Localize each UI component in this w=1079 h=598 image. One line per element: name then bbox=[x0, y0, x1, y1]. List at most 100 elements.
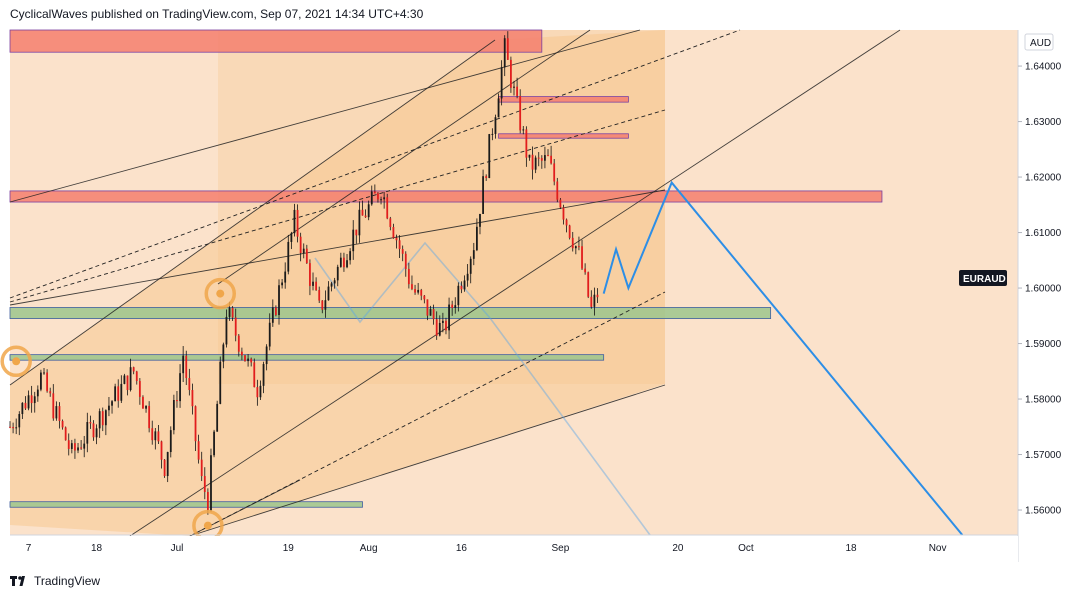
cycle-circle-marker bbox=[0, 345, 32, 378]
candle-body bbox=[67, 440, 70, 449]
x-tick-label: Aug bbox=[360, 543, 378, 554]
candle-body bbox=[157, 431, 160, 442]
cycle-circle-marker bbox=[204, 277, 237, 310]
candle-body bbox=[516, 86, 518, 97]
price-axis-bg[interactable] bbox=[1019, 30, 1079, 535]
candle-body bbox=[475, 226, 478, 251]
candle-body bbox=[568, 225, 571, 238]
candle-body bbox=[441, 320, 444, 323]
candle-body bbox=[534, 157, 537, 170]
candle-body bbox=[479, 213, 481, 227]
candle-body bbox=[364, 215, 367, 218]
candle-body bbox=[407, 268, 410, 285]
candle-body bbox=[339, 257, 342, 267]
candle-body bbox=[497, 98, 500, 118]
candle-body bbox=[281, 282, 283, 286]
candle-body bbox=[414, 289, 416, 293]
candle-body bbox=[460, 285, 463, 290]
candle-body bbox=[262, 364, 265, 386]
candle-body bbox=[550, 155, 553, 164]
candle-body bbox=[389, 218, 392, 228]
candle-body bbox=[333, 280, 336, 284]
candle-body bbox=[491, 133, 494, 135]
candle-body bbox=[544, 155, 546, 161]
candle-body bbox=[305, 248, 308, 264]
candle-body bbox=[222, 344, 225, 362]
candle-body bbox=[454, 305, 457, 308]
y-tick-label: 1.64000 bbox=[1025, 62, 1062, 73]
candle-body bbox=[596, 294, 599, 298]
candle-body bbox=[203, 476, 206, 493]
candle-body bbox=[18, 414, 21, 428]
candle-body bbox=[336, 266, 339, 281]
candle-body bbox=[129, 367, 132, 391]
dashed-trend-line bbox=[9, 29, 741, 299]
time-axis-bg[interactable] bbox=[10, 536, 1018, 562]
candle-body bbox=[392, 227, 395, 238]
candle-body bbox=[426, 299, 429, 316]
candle-body bbox=[562, 207, 565, 220]
dashed-trend-line bbox=[9, 109, 666, 303]
candle-body bbox=[346, 260, 348, 268]
candle-body bbox=[593, 294, 596, 307]
candle-body bbox=[231, 307, 234, 318]
candle-body bbox=[40, 372, 42, 390]
candle-body bbox=[176, 399, 178, 402]
candle-body bbox=[556, 181, 559, 200]
y-tick-label: 1.58000 bbox=[1025, 395, 1062, 406]
candle-body bbox=[482, 176, 484, 214]
candle-body bbox=[179, 373, 181, 402]
candle-body bbox=[451, 304, 454, 308]
candle-body bbox=[500, 67, 503, 99]
support-zone bbox=[9, 307, 772, 319]
candle-body bbox=[138, 381, 141, 397]
candle-body bbox=[411, 284, 413, 290]
candle-body bbox=[525, 129, 528, 158]
candle-body bbox=[429, 309, 432, 316]
trend-line bbox=[129, 29, 901, 537]
candle-body bbox=[247, 358, 249, 362]
candle-body bbox=[253, 362, 256, 388]
tradingview-logo-icon bbox=[10, 576, 25, 586]
candle-body bbox=[244, 355, 246, 362]
candle-body bbox=[287, 241, 290, 272]
candle-body bbox=[537, 157, 540, 159]
candle-body bbox=[510, 59, 512, 88]
candle-body bbox=[98, 411, 101, 429]
candle-body bbox=[120, 383, 123, 401]
x-tick-label: 19 bbox=[283, 543, 295, 554]
candle-body bbox=[469, 258, 472, 274]
candle-body bbox=[398, 240, 401, 250]
candle-body bbox=[256, 387, 259, 398]
candle-body bbox=[64, 427, 67, 441]
candle-body bbox=[30, 395, 33, 404]
candle-body bbox=[278, 285, 280, 316]
candle-body bbox=[200, 459, 203, 477]
candle-body bbox=[275, 307, 277, 316]
x-tick-label: Oct bbox=[738, 543, 754, 554]
candle-body bbox=[111, 401, 113, 406]
candle-body bbox=[302, 248, 305, 254]
footer-brand: TradingView bbox=[34, 574, 101, 588]
candle-body bbox=[448, 304, 450, 331]
candle-body bbox=[86, 422, 89, 444]
candle-body bbox=[216, 403, 219, 432]
candle-body bbox=[12, 427, 14, 429]
candle-body bbox=[293, 209, 296, 234]
candle-body bbox=[519, 96, 522, 131]
candle-body bbox=[531, 154, 534, 170]
candle-body bbox=[420, 289, 423, 296]
candle-body bbox=[172, 399, 175, 431]
candle-body bbox=[151, 428, 154, 441]
candle-body bbox=[373, 191, 376, 194]
candle-body bbox=[191, 390, 194, 407]
candle-body bbox=[547, 155, 549, 157]
candle-body bbox=[89, 422, 92, 424]
candle-body bbox=[383, 197, 386, 200]
resistance-zone bbox=[498, 133, 629, 139]
y-tick-label: 1.61000 bbox=[1025, 228, 1062, 239]
candle-body bbox=[571, 237, 574, 249]
candle-body bbox=[241, 351, 243, 356]
candle-body bbox=[377, 193, 379, 200]
